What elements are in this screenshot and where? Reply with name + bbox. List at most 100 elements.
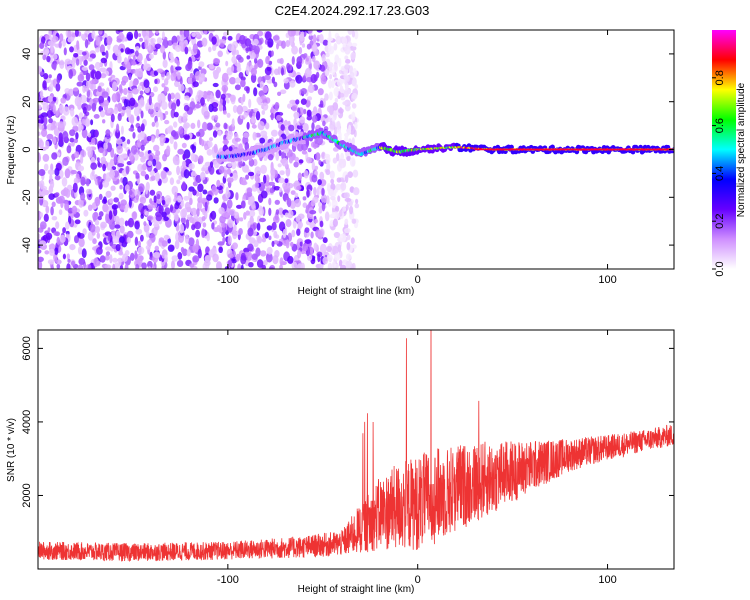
spectrogram-cell xyxy=(338,57,342,67)
spectrogram-cell xyxy=(351,78,357,86)
spectrogram-cell xyxy=(346,242,351,251)
spectrogram-cell xyxy=(239,34,246,45)
spectrogram-cell xyxy=(134,250,138,261)
spectrogram-cell xyxy=(164,119,170,125)
spectrogram-cell xyxy=(91,30,96,39)
spectrogram-cell xyxy=(144,86,150,94)
snr-frame xyxy=(37,329,675,570)
spectrogram-cell xyxy=(106,35,113,46)
spectrogram-cell xyxy=(221,231,225,238)
spectrogram-cell xyxy=(208,103,214,113)
spectrogram-cell xyxy=(348,200,353,207)
spectrogram-cell xyxy=(132,132,136,139)
spectrogram-cell xyxy=(91,102,97,112)
spectrogram-cell xyxy=(284,212,289,218)
spectrogram-cell xyxy=(278,150,282,157)
spectrogram-cell xyxy=(54,175,61,181)
spectrogram-cell xyxy=(94,70,102,80)
spectrogram-cell xyxy=(284,178,289,184)
spectrogram-cell xyxy=(162,51,166,60)
spectrogram-cell xyxy=(189,216,194,223)
spectrogram-cell xyxy=(178,175,183,180)
spectrogram-cell xyxy=(174,45,182,52)
spectrogram-cell xyxy=(247,243,254,252)
spectrogram-cell xyxy=(354,30,359,40)
spectrogram-cell xyxy=(79,57,83,66)
spectrogram-cell xyxy=(59,59,65,69)
spectrogram-cell xyxy=(173,141,178,150)
spectrogram-cell xyxy=(137,125,142,133)
spectrogram-cell xyxy=(124,263,129,269)
spectrogram-cell xyxy=(197,248,202,259)
spectrogram-cell xyxy=(123,88,128,95)
spectrogram-cell xyxy=(218,165,225,174)
spectrogram-cell xyxy=(103,196,107,204)
spectrogram-cell xyxy=(277,207,284,215)
spectrogram-cell xyxy=(259,217,266,223)
spectrogram-cell xyxy=(146,135,152,142)
spectrogram-cell xyxy=(161,31,165,40)
spectrogram-cell xyxy=(112,257,118,263)
spectrogram-cell xyxy=(117,201,121,209)
spectrogram-cell xyxy=(185,218,190,229)
spectrogram-cell xyxy=(248,210,256,218)
spectrogram-cell xyxy=(268,235,272,241)
spectrogram-cell xyxy=(92,97,100,103)
spectrogram-cell xyxy=(279,170,285,176)
spectrogram-cell xyxy=(100,110,106,118)
spectrogram-cell xyxy=(170,65,174,75)
spectrogram-cell xyxy=(174,80,180,88)
spectrogram-cell xyxy=(117,113,122,122)
snr-y-tick-label: 6000 xyxy=(21,336,33,360)
spectrogram-cell xyxy=(203,259,211,267)
spectrogram-cell xyxy=(201,228,206,239)
spectrogram-cell xyxy=(324,211,330,222)
spectrogram-cell xyxy=(197,183,204,193)
spectrogram-cell xyxy=(59,33,64,42)
spectrogram-cell xyxy=(325,169,331,176)
spectrogram-cell xyxy=(132,88,139,95)
spectrogram-cell xyxy=(74,219,81,225)
spectrogram-cell xyxy=(117,30,124,33)
spectrogram-cell xyxy=(266,187,271,193)
spectrogram-cell xyxy=(339,92,345,98)
spectrogram-cell xyxy=(283,78,289,84)
spectrogram-cell xyxy=(182,160,187,168)
spectrogram-cell xyxy=(299,116,306,124)
spectrogram-cell xyxy=(230,65,235,73)
spectrogram-cell xyxy=(140,234,144,242)
spectrogram-cell xyxy=(217,50,223,58)
spectrogram-cell xyxy=(346,155,351,161)
spectrogram-y-tick-label: -40 xyxy=(21,237,33,253)
spectrogram-cell xyxy=(304,239,312,245)
spectrogram-cell xyxy=(200,197,208,203)
spectrogram-cell xyxy=(334,54,340,64)
spectrogram-cell xyxy=(206,149,213,156)
spectrogram-cell xyxy=(179,223,185,234)
spectrogram-cell xyxy=(169,204,174,212)
spectrogram-cell xyxy=(296,185,302,191)
spectrogram-cell xyxy=(64,58,72,65)
spectrogram-cell xyxy=(136,177,141,185)
spectrogram-cell xyxy=(38,233,41,240)
spectrogram-cell xyxy=(208,46,212,53)
spectrogram-cell xyxy=(226,99,230,104)
spectrogram-cell xyxy=(102,180,110,188)
spectrogram-cell xyxy=(117,154,124,164)
spectrogram-cell xyxy=(314,219,319,224)
snr-series-line xyxy=(38,330,674,562)
spectrogram-cell xyxy=(80,176,86,186)
spectrogram-cell xyxy=(65,233,70,239)
spectrogram-cell xyxy=(335,35,342,45)
spectrogram-cell xyxy=(190,207,198,216)
spectrogram-cell xyxy=(38,139,44,149)
spectrogram-cell xyxy=(220,93,226,100)
spectrogram-cell xyxy=(47,259,55,265)
spectrogram-cell xyxy=(126,139,131,145)
spectrogram-cell xyxy=(352,187,360,196)
spectrogram-cell xyxy=(298,47,303,55)
spectrogram-cell xyxy=(123,98,128,108)
spectrogram-cell xyxy=(49,248,55,256)
spectrogram-cell xyxy=(270,50,274,57)
spectrogram-cell xyxy=(59,136,64,145)
